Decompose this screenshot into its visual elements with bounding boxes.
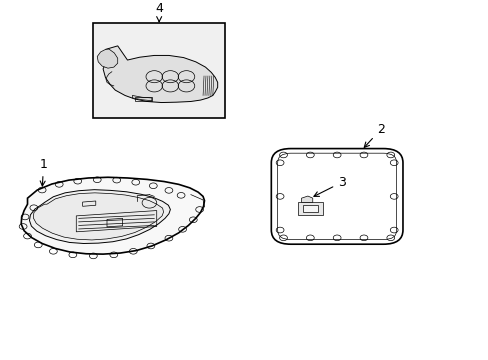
Text: 3: 3 [313, 176, 345, 196]
Text: 1: 1 [40, 158, 47, 186]
Polygon shape [29, 190, 170, 243]
Bar [135, 97, 152, 102]
Polygon shape [21, 177, 204, 254]
Bar [93, 23, 224, 118]
Polygon shape [103, 46, 217, 103]
Polygon shape [97, 49, 118, 68]
Text: 2: 2 [364, 123, 384, 147]
Bar [298, 202, 322, 215]
Polygon shape [301, 196, 312, 202]
Polygon shape [33, 193, 163, 240]
Polygon shape [132, 95, 152, 101]
Text: 4: 4 [155, 2, 163, 22]
FancyBboxPatch shape [271, 149, 402, 244]
Bar [303, 205, 317, 212]
